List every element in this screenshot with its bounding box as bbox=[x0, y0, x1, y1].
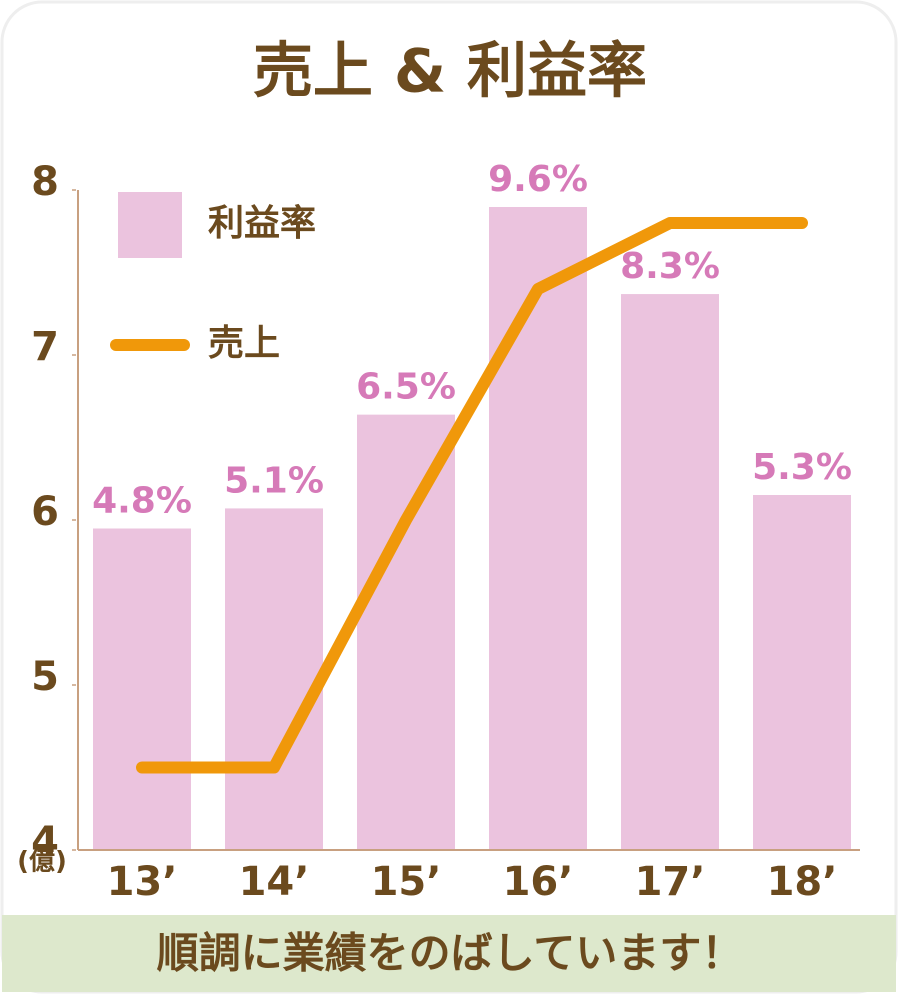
chart-title: 売上 & 利益率 bbox=[253, 37, 647, 107]
legend-label: 売上 bbox=[208, 323, 280, 364]
legend-label: 利益率 bbox=[208, 203, 316, 244]
legend-swatch bbox=[118, 192, 182, 258]
bar bbox=[93, 528, 191, 850]
footer-text: 順調に業績をのばしています！ bbox=[157, 929, 744, 978]
x-tick-label: 16’ bbox=[503, 859, 574, 905]
bar bbox=[225, 508, 323, 850]
value-label: 4.8% bbox=[92, 481, 192, 522]
sales-line bbox=[136, 217, 808, 774]
x-tick-label: 18’ bbox=[767, 859, 838, 905]
bar bbox=[357, 414, 455, 850]
value-label: 5.3% bbox=[752, 447, 852, 488]
y-tick-label: 7 bbox=[31, 324, 59, 370]
bar bbox=[753, 495, 851, 850]
y-tick-label: 6 bbox=[31, 489, 59, 535]
y-tick-label: 4 bbox=[31, 819, 59, 865]
y-tick-label: 5 bbox=[31, 654, 59, 700]
value-label: 6.5% bbox=[356, 367, 456, 408]
value-label: 8.3% bbox=[620, 246, 720, 287]
bar bbox=[489, 207, 587, 850]
x-tick-label: 14’ bbox=[239, 859, 310, 905]
value-label: 5.1% bbox=[224, 460, 324, 501]
x-tick-label: 15’ bbox=[371, 859, 442, 905]
footer-band bbox=[2, 915, 896, 992]
x-tick-label: 13’ bbox=[107, 859, 178, 905]
y-tick-label: 8 bbox=[31, 159, 59, 205]
value-label: 9.6% bbox=[488, 159, 588, 200]
x-tick-label: 17’ bbox=[635, 859, 706, 905]
y-unit-label: (億) bbox=[17, 847, 67, 877]
bar bbox=[621, 294, 719, 851]
